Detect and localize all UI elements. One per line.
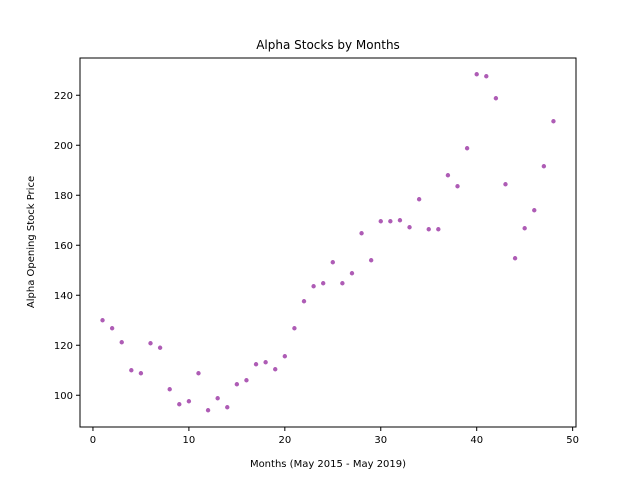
data-point xyxy=(109,326,115,331)
data-point xyxy=(253,362,259,367)
y-tick-label: 180 xyxy=(54,191,73,202)
data-point xyxy=(330,260,335,265)
data-points xyxy=(100,72,556,413)
data-point xyxy=(311,284,316,289)
x-tick-label: 20 xyxy=(278,435,291,446)
data-point xyxy=(292,326,297,331)
data-point xyxy=(445,173,451,178)
data-point xyxy=(157,345,163,350)
data-point xyxy=(541,164,547,169)
x-tick-label: 0 xyxy=(90,435,96,446)
data-point xyxy=(205,408,211,413)
data-point xyxy=(503,182,508,187)
data-point xyxy=(349,271,355,276)
data-point xyxy=(301,299,307,304)
data-point xyxy=(493,96,499,101)
data-point xyxy=(321,281,326,286)
data-point xyxy=(215,396,220,401)
data-point xyxy=(282,354,288,359)
data-point xyxy=(474,72,479,77)
x-axis-label: Months (May 2015 - May 2019) xyxy=(250,459,406,470)
data-point xyxy=(484,74,489,79)
y-tick-label: 200 xyxy=(54,141,73,152)
data-point xyxy=(263,360,268,365)
x-axis-ticks: 0 10 20 30 40 50 xyxy=(90,427,579,446)
y-tick-label: 120 xyxy=(54,341,73,352)
plot-frame xyxy=(79,57,577,428)
data-point xyxy=(186,399,192,404)
data-point xyxy=(455,184,460,189)
data-point xyxy=(551,119,556,124)
data-point xyxy=(196,371,201,376)
data-point xyxy=(340,281,345,286)
x-tick-label: 40 xyxy=(470,435,483,446)
y-tick-label: 140 xyxy=(54,291,73,302)
data-point xyxy=(397,218,403,223)
data-point xyxy=(512,256,518,261)
data-point xyxy=(359,231,364,236)
data-point xyxy=(100,318,105,323)
data-point xyxy=(167,387,172,392)
y-tick-label: 100 xyxy=(54,391,73,402)
data-point xyxy=(522,226,527,231)
x-tick-label: 10 xyxy=(183,435,196,446)
data-point xyxy=(244,378,249,383)
y-axis-label: Alpha Opening Stock Price xyxy=(26,176,37,308)
data-point xyxy=(129,368,134,373)
data-point xyxy=(407,225,412,230)
y-axis-ticks: 100 120 140 160 180 200 220 xyxy=(54,91,80,402)
data-point xyxy=(234,382,240,387)
data-point xyxy=(138,371,144,376)
data-point xyxy=(148,341,153,346)
data-point xyxy=(464,146,470,151)
data-point xyxy=(368,258,374,263)
data-point xyxy=(416,197,422,202)
data-point xyxy=(119,340,124,345)
data-point xyxy=(225,405,230,410)
x-tick-label: 30 xyxy=(374,435,387,446)
data-point xyxy=(532,208,537,213)
y-tick-label: 220 xyxy=(54,91,73,102)
data-point xyxy=(426,227,431,232)
data-point xyxy=(436,227,441,232)
chart-title: Alpha Stocks by Months xyxy=(256,38,400,52)
x-tick-label: 50 xyxy=(566,435,579,446)
y-tick-label: 160 xyxy=(54,241,73,252)
data-point xyxy=(177,402,182,407)
data-point xyxy=(388,219,393,224)
data-point xyxy=(273,367,278,372)
data-point xyxy=(378,219,383,224)
